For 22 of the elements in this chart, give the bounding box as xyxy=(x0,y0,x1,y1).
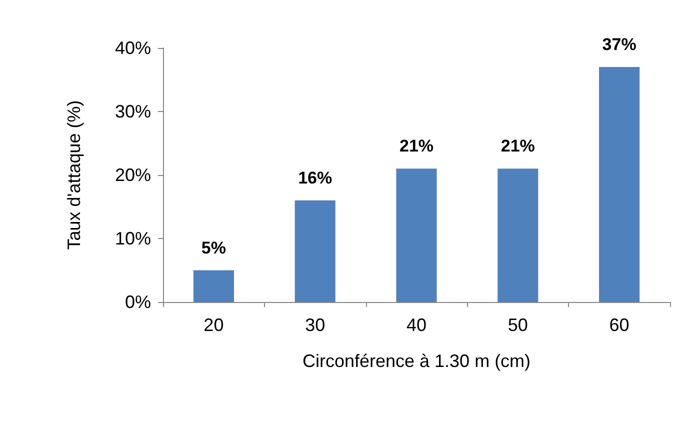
data-label: 16% xyxy=(298,168,332,188)
y-axis-title: Taux d'attaque (%) xyxy=(64,100,84,250)
x-tick-label: 20 xyxy=(204,315,224,335)
bar xyxy=(498,168,538,302)
y-tick-label: 20% xyxy=(114,165,151,185)
bar xyxy=(294,200,336,302)
y-tick-label: 10% xyxy=(114,228,151,248)
data-label: 37% xyxy=(602,35,636,54)
x-tick-label: 40 xyxy=(406,315,427,335)
bar xyxy=(193,270,234,302)
x-tick-label: 30 xyxy=(305,315,326,335)
bar xyxy=(396,168,437,302)
data-label: 5% xyxy=(201,238,226,258)
data-label: 21% xyxy=(500,136,535,156)
x-tick-label: 60 xyxy=(609,315,630,335)
x-axis-title: Circonférence à 1.30 m (cm) xyxy=(302,351,531,371)
bar xyxy=(599,67,640,302)
data-label: 21% xyxy=(399,136,434,156)
y-tick-label: 40% xyxy=(114,38,151,58)
y-tick-label: 0% xyxy=(124,292,151,312)
x-tick-label: 50 xyxy=(508,315,528,335)
y-tick-label: 30% xyxy=(114,102,151,122)
